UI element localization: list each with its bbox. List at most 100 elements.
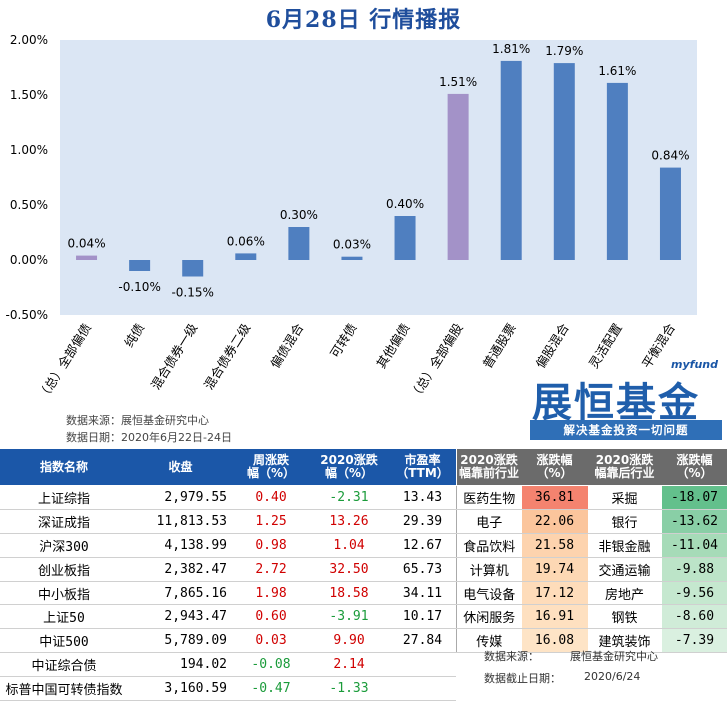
index-ytd-change: 2.14 <box>309 653 389 677</box>
industry-source-label: 数据来源： <box>484 648 539 664</box>
index-ytd-change: -2.31 <box>309 486 389 510</box>
bar <box>235 253 256 260</box>
index-name: 深证成指 <box>0 509 128 533</box>
index-close: 7,865.16 <box>128 581 233 605</box>
index-table-header: 2020涨跌幅（%） <box>309 449 389 486</box>
top-industry-name: 计算机 <box>457 557 522 581</box>
index-ytd-change: -1.33 <box>309 677 389 701</box>
industry-table-header: 2020涨跌幅靠前行业 <box>457 449 522 486</box>
index-table-header: 市盈率（TTM） <box>389 449 456 486</box>
data-label: 0.84% <box>651 149 689 163</box>
data-label: 0.04% <box>67 237 105 251</box>
index-name: 标普中国可转债指数 <box>0 677 128 701</box>
x-tick-label: 其他偏债 <box>373 321 412 371</box>
y-tick-label: 1.50% <box>10 88 48 102</box>
logo-slogan: 解决基金投资一切问题 <box>530 420 722 440</box>
data-label: -0.15% <box>171 286 213 300</box>
top-industry-change: 21.58 <box>522 533 588 557</box>
index-name: 上证综指 <box>0 486 128 510</box>
industry-table-header: 涨跌幅（%） <box>522 449 588 486</box>
bar <box>129 260 150 271</box>
index-table-header: 收盘 <box>128 449 233 486</box>
bottom-industry-name: 非银金融 <box>588 533 662 557</box>
bottom-industry-name: 交通运输 <box>588 557 662 581</box>
chart-source: 数据来源：展恒基金研究中心 <box>66 412 209 428</box>
bar <box>501 61 522 260</box>
x-tick-label: 纯债 <box>121 321 147 350</box>
x-tick-label: （总）全部偏债 <box>35 321 94 403</box>
index-week-change: 1.25 <box>233 509 309 533</box>
x-tick-label: 混合债券二级 <box>201 320 254 392</box>
bottom-industry-name: 采掘 <box>588 486 662 510</box>
bar <box>341 257 362 260</box>
index-pe: 65.73 <box>389 557 456 581</box>
y-tick-label: 0.50% <box>10 198 48 212</box>
bottom-industry-change: -8.60 <box>662 605 727 629</box>
x-tick-label: 普通股票 <box>480 321 519 371</box>
y-tick-label: 1.00% <box>10 143 48 157</box>
bottom-industry-name: 房地产 <box>588 581 662 605</box>
index-pe: 34.11 <box>389 581 456 605</box>
y-tick-label: -0.50% <box>6 308 48 322</box>
plot-area <box>60 40 697 315</box>
index-close: 3,160.59 <box>128 677 233 701</box>
index-week-change: -0.08 <box>233 653 309 677</box>
top-industry-change: 17.12 <box>522 581 588 605</box>
index-close: 194.02 <box>128 653 233 677</box>
index-name: 中证综合债 <box>0 653 128 677</box>
industry-table-header: 涨跌幅（%） <box>662 449 727 486</box>
top-industry-change: 22.06 <box>522 509 588 533</box>
index-pe: 13.43 <box>389 486 456 510</box>
bar <box>448 94 469 260</box>
top-industry-change: 16.91 <box>522 605 588 629</box>
index-ytd-change: 32.50 <box>309 557 389 581</box>
top-industry-change: 19.74 <box>522 557 588 581</box>
index-close: 11,813.53 <box>128 509 233 533</box>
bar <box>607 83 628 260</box>
industry-date-label: 数据截止日期： <box>484 670 561 686</box>
index-week-change: 0.60 <box>233 605 309 629</box>
index-ytd-change: 1.04 <box>309 533 389 557</box>
index-pe: 29.39 <box>389 509 456 533</box>
index-name: 沪深300 <box>0 533 128 557</box>
x-tick-label: 偏债混合 <box>267 320 306 371</box>
x-tick-label: 可转债 <box>327 321 360 361</box>
index-pe <box>389 677 456 701</box>
bottom-industry-change: -9.56 <box>662 581 727 605</box>
bar <box>182 260 203 277</box>
data-label: 0.40% <box>386 197 424 211</box>
bar <box>395 216 416 260</box>
index-ytd-change: 13.26 <box>309 509 389 533</box>
bar <box>288 227 309 260</box>
industry-table-header: 2020涨跌幅靠后行业 <box>588 449 662 486</box>
bottom-industry-name: 银行 <box>588 509 662 533</box>
data-label: 1.79% <box>545 44 583 58</box>
index-pe: 27.84 <box>389 629 456 653</box>
industry-date-value: 2020/6/24 <box>584 670 640 683</box>
index-close: 4,138.99 <box>128 533 233 557</box>
top-industry-name: 医药生物 <box>457 486 522 510</box>
index-close: 5,789.09 <box>128 629 233 653</box>
bottom-industry-change: -9.88 <box>662 557 727 581</box>
top-industry-change: 36.81 <box>522 486 588 510</box>
top-industry-name: 电气设备 <box>457 581 522 605</box>
logo: myfund 展恒基金 解决基金投资一切问题 <box>530 358 722 450</box>
index-close: 2,979.55 <box>128 486 233 510</box>
index-close: 2,382.47 <box>128 557 233 581</box>
index-table-header: 周涨跌幅（%） <box>233 449 309 486</box>
index-name: 上证50 <box>0 605 128 629</box>
index-close: 2,943.47 <box>128 605 233 629</box>
index-week-change: 0.40 <box>233 486 309 510</box>
data-label: 0.30% <box>280 208 318 222</box>
data-label: 0.06% <box>227 234 265 248</box>
